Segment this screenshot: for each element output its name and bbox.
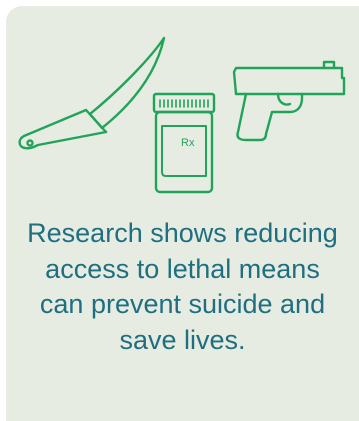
info-card: Rx Research shows reducing access to let… (6, 6, 359, 421)
icon-group: Rx (18, 36, 346, 194)
handgun-icon (232, 60, 346, 142)
rx-label: Rx (181, 137, 195, 149)
message-text: Research shows reducing access to lethal… (27, 218, 338, 355)
knife-icon (18, 36, 166, 150)
pill-bottle-icon: Rx (152, 92, 216, 194)
